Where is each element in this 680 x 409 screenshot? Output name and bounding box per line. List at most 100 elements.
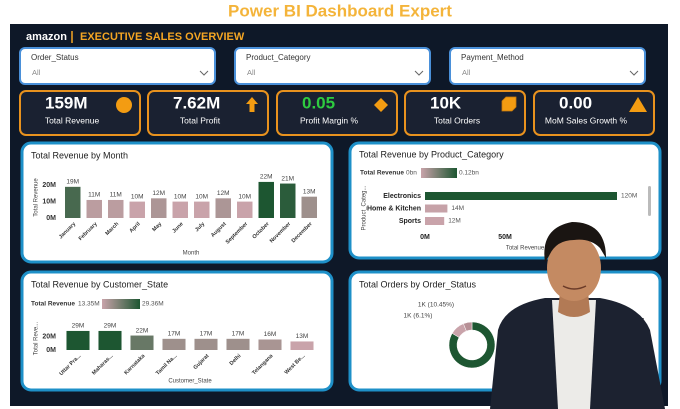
scrollbar[interactable] [648,186,651,216]
bar [129,201,145,218]
data-label: 13M [296,333,309,340]
kpi-card [533,90,655,136]
data-label: 22M [260,174,273,181]
kpi-value: 7.62M [173,93,220,112]
legend-max: 29.36M [142,301,164,308]
bar [215,198,231,218]
bar [108,199,124,218]
kpi-label: Profit Margin % [300,115,359,125]
bar [226,338,250,350]
legend-gradient-bar [421,168,457,178]
data-label: 13M [303,188,316,195]
bar [172,201,188,218]
data-label: 29M [104,323,117,330]
kpi-label: MoM Sales Growth % [545,115,628,125]
chevron [199,70,209,76]
shirt [552,300,596,409]
legend-min: 0bn [406,170,417,177]
kpi-icon [629,97,647,112]
data-label: 17M [168,331,181,338]
y-axis-title: Product_Categ... [362,185,368,230]
bar [237,201,253,218]
bar [258,181,274,218]
slicer-label: Order_Status [31,53,79,62]
y-tick-label: Sports [399,218,421,225]
y-tick-label: 0M [46,347,56,354]
bar [301,196,317,218]
legend-max: 0.12bn [459,170,479,177]
bar [66,330,90,350]
data-label: 120M [621,193,637,200]
bar [425,217,445,225]
legend-title: Total Revenue [31,301,75,308]
bar [98,330,122,350]
data-label: 11M [110,192,122,199]
data-label: 10M [238,193,251,200]
x-axis-title: Total Revenue [506,246,545,252]
bar [280,183,296,218]
slicer[interactable] [449,47,646,85]
y-tick-label: 20M [42,182,56,189]
slicer-label: Product_Category [246,53,310,62]
bar [130,335,154,350]
chart-title: Total Revenue by Customer_State [31,279,168,289]
kpi-value: 0.00 [559,93,592,112]
slicer-value: All [462,68,471,77]
x-tick-label: 0M [420,234,430,241]
y-tick-label: 0M [46,215,56,222]
legend-gradient-bar [102,299,140,309]
kpi-card [147,90,269,136]
bar [86,199,102,218]
legend-title: Total Revenue [360,170,404,177]
data-label: 10M [131,193,144,200]
kpi-label: Total Profit [180,115,221,125]
data-label: 19M [66,179,79,186]
y-tick-label: 10M [42,198,56,205]
data-label: 29M [72,323,85,330]
data-label: 12M [448,218,461,225]
page-title: Power BI Dashboard Expert [228,1,452,20]
bar [290,341,314,350]
chevron [629,70,639,76]
brand: amazon [26,31,67,43]
kpi-icon [246,97,258,112]
bar [258,339,282,350]
slicer-label: Payment_Method [461,53,524,62]
kpi-label: Total Revenue [45,115,100,125]
kpi-value: 0.05 [302,93,335,112]
legend-min: 13.35M [78,301,100,308]
chart-title: Total Orders by Order_Status [359,279,477,289]
slicer-value: All [32,68,41,77]
kpi-icon [501,96,517,112]
bar [194,338,218,350]
slicer[interactable] [19,47,216,85]
bar [425,192,617,200]
hair [544,222,606,262]
data-label: 10M [195,193,208,200]
bar [194,201,210,218]
slice-label: 1K (10.45%) [418,302,454,309]
x-axis-title: Month [183,251,200,257]
slicer[interactable] [234,47,431,85]
x-tick-label: 50M [498,234,512,241]
data-label: 17M [200,331,213,338]
y-tick-label: 20M [42,334,56,341]
y-tick-label: Home & Kitchen [367,205,421,212]
data-label: 17M [232,331,245,338]
bar [162,338,186,350]
slice-label: 1K (6.1%) [404,313,433,320]
data-label: 14M [451,205,464,212]
kpi-card [19,90,141,136]
chart-panel [20,270,334,392]
person-photo [490,222,665,409]
kpi-card [276,90,398,136]
data-label: 12M [152,190,165,197]
donut-slice [448,321,496,369]
kpi-icon [374,98,388,112]
header-title: EXECUTIVE SALES OVERVIEW [80,31,245,43]
data-label: 22M [136,327,149,334]
slicer-value: All [247,68,256,77]
data-label: 12M [217,190,230,197]
x-axis-title: Customer_State [168,379,212,385]
